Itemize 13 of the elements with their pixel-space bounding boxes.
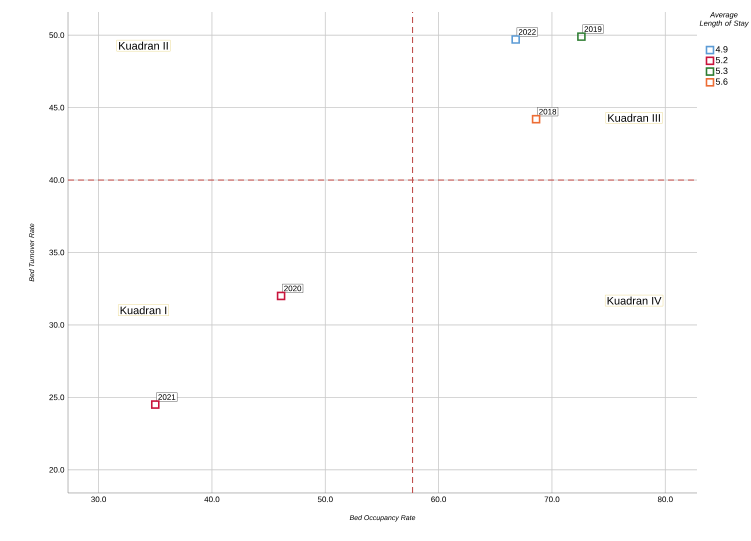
legend-label: 5.3 [716, 68, 728, 74]
point [511, 35, 520, 44]
annotation: Kuadran IV [608, 296, 662, 305]
annotation: Kuadran I [120, 306, 166, 314]
point [532, 114, 540, 124]
legend-label: 4.9 [716, 46, 728, 53]
annotation: Kuadran III [608, 114, 660, 122]
point [577, 32, 586, 41]
point [276, 292, 286, 300]
legend-label: 5.2 [716, 56, 728, 64]
point [150, 400, 160, 409]
legend-label: 5.6 [716, 78, 728, 85]
annotation: Kuadran II [119, 42, 168, 50]
